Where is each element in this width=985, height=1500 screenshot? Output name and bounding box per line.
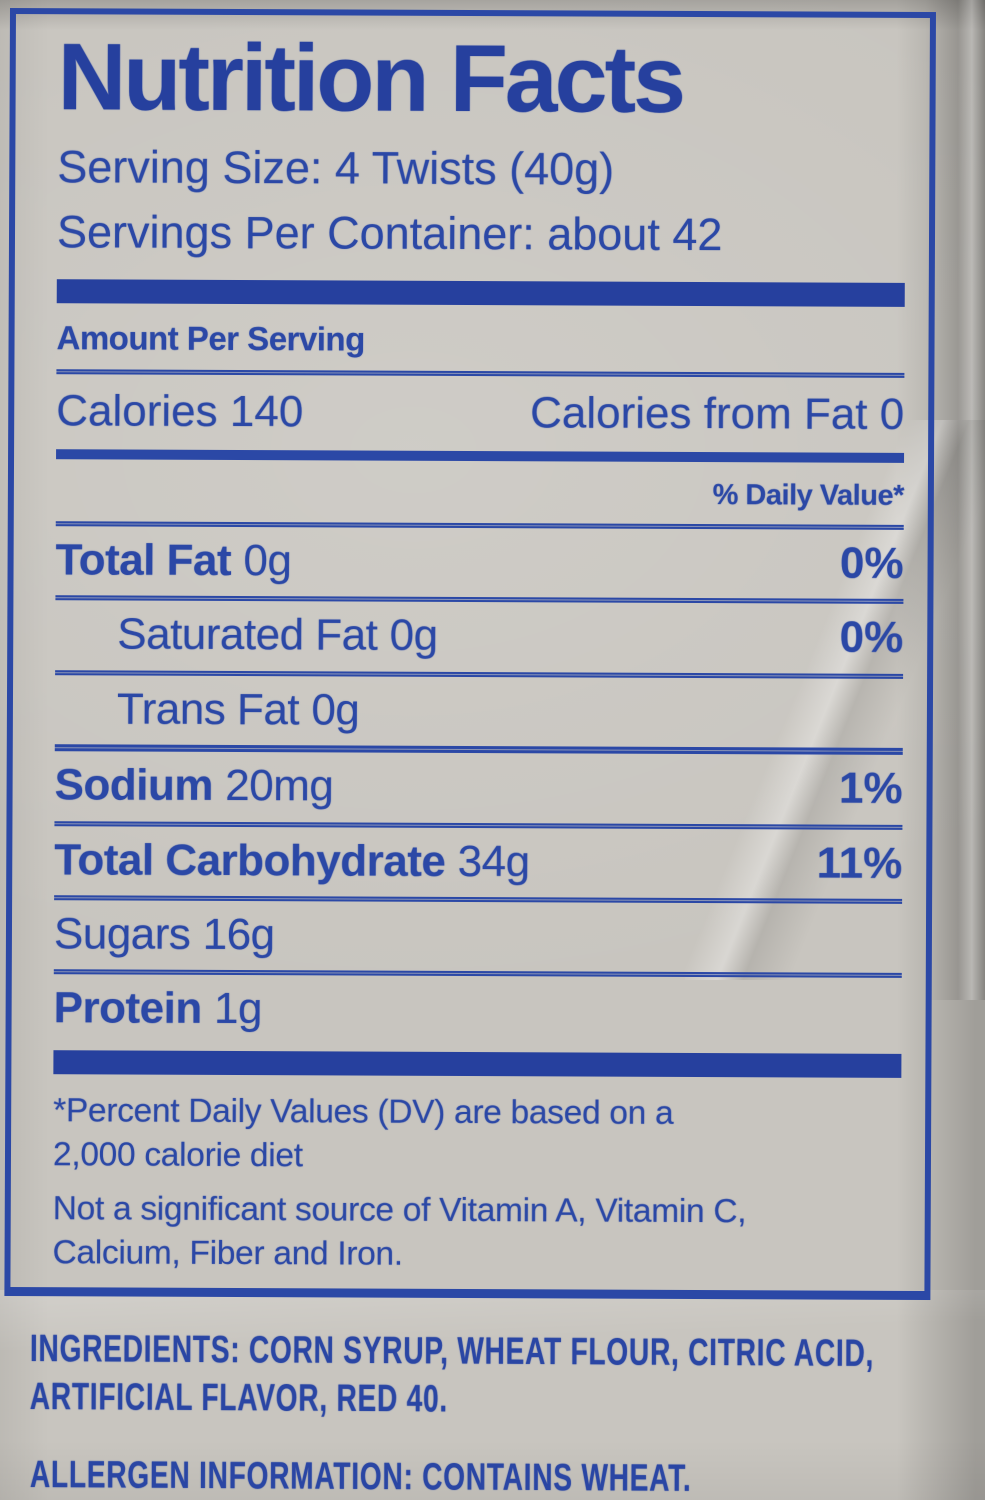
nutrient-name: Total Carbohydrate 34g xyxy=(54,834,530,886)
nutrient-name: Saturated Fat 0g xyxy=(117,609,438,661)
calories-value: Calories 140 xyxy=(56,385,304,436)
daily-value-footnote: *Percent Daily Values (DV) are based on … xyxy=(52,1089,901,1280)
percent-daily-value-heading: % Daily Value* xyxy=(712,479,904,512)
nutrient-dv: 11% xyxy=(816,838,903,888)
servings-per-container: Servings Per Container: about 42 xyxy=(56,206,723,260)
nutrient-name: Trans Fat 0g xyxy=(116,684,360,735)
serving-size: Serving Size: 4 Twists (40g) xyxy=(57,141,615,195)
nutrient-dv: 1% xyxy=(838,763,903,814)
thick-divider-bar xyxy=(56,278,905,307)
nutrient-name: Total Fat 0g xyxy=(55,535,292,586)
nutrient-dv: 0% xyxy=(839,613,904,663)
thick-divider-bar xyxy=(53,1049,902,1078)
nutrient-row-protein: Protein 1g xyxy=(53,975,901,1048)
nutrition-facts-title: Nutrition Facts xyxy=(57,24,684,133)
nutrient-name: Sodium 20mg xyxy=(54,760,334,811)
nutrient-dv: 0% xyxy=(839,538,904,588)
nutrient-name: Protein 1g xyxy=(53,983,263,1034)
calories-from-fat: Calories from Fat 0 xyxy=(529,387,905,439)
calories-label: Calories xyxy=(56,385,218,436)
allergen-statement: ALLERGEN INFORMATION: CONTAINS WHEAT. xyxy=(29,1454,692,1500)
nutrient-row-saturated-fat: Saturated Fat 0g 0% xyxy=(55,601,903,674)
nutrient-row-trans-fat: Trans Fat 0g xyxy=(55,675,903,748)
footnote-dv-text: *Percent Daily Values (DV) are based on … xyxy=(52,1091,674,1175)
calories-number: 140 xyxy=(229,386,304,436)
calories-from-fat-number: 0 xyxy=(879,389,905,439)
nutrient-row-sugars: Sugars 16g xyxy=(54,900,902,973)
footnote-not-significant-text: Not a significant source of Vitamin A, V… xyxy=(52,1190,747,1274)
calories-from-fat-label: Calories from Fat xyxy=(529,387,868,439)
nutrition-facts-panel: Nutrition Facts Serving Size: 4 Twists (… xyxy=(4,8,936,1301)
nutrient-row-total-fat: Total Fat 0g 0% xyxy=(55,526,903,599)
serving-info: Serving Size: 4 Twists (40g) Servings Pe… xyxy=(57,135,906,268)
ingredients-statement: INGREDIENTS: CORN SYRUP, WHEAT FLOUR, CI… xyxy=(29,1328,875,1420)
nutrient-name: Sugars 16g xyxy=(53,909,275,960)
amount-per-serving-heading: Amount Per Serving xyxy=(56,318,365,358)
nutrient-row-sodium: Sodium 20mg 1% xyxy=(54,751,903,824)
nutrient-row-total-carbohydrate: Total Carbohydrate 34g 11% xyxy=(54,826,902,899)
calories-row: Calories 140 Calories from Fat 0 xyxy=(56,374,904,453)
